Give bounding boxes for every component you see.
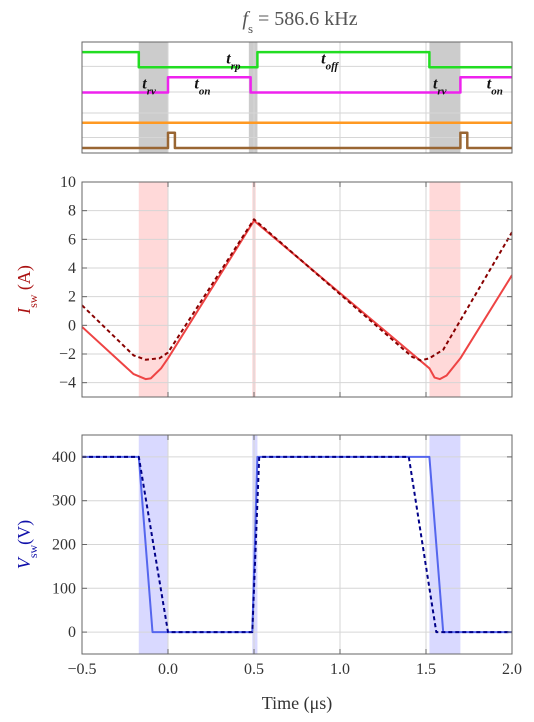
y-tick-label: 10 bbox=[60, 174, 76, 191]
annotation-sub: off bbox=[326, 60, 340, 72]
x-tick-label: −0.5 bbox=[67, 661, 96, 678]
annotation-label: trp bbox=[226, 50, 241, 72]
series-line-0 bbox=[82, 50, 512, 69]
annotation-sub: rp bbox=[231, 60, 241, 72]
annotation-label: ton bbox=[194, 76, 210, 98]
y-tick-label: 100 bbox=[52, 580, 76, 597]
y-tick-label: 8 bbox=[68, 203, 76, 220]
x-tick-label: 1.0 bbox=[330, 661, 350, 678]
shaded-interval-2 bbox=[429, 182, 461, 397]
plot-frame bbox=[81, 181, 513, 398]
shaded-interval-0 bbox=[138, 42, 168, 153]
annotation-base: t bbox=[321, 50, 326, 67]
annotation-base: t bbox=[194, 76, 199, 93]
annotation-base: t bbox=[226, 50, 231, 67]
y-tick-label: 6 bbox=[68, 231, 76, 248]
series-line-1 bbox=[82, 455, 512, 634]
y-tick-label: −4 bbox=[59, 375, 76, 392]
y-axis-label-unit: (V) bbox=[14, 520, 35, 545]
title-symbol: f bbox=[242, 8, 250, 30]
y-axis-label: Isw (A) bbox=[14, 265, 40, 315]
annotation-label: toff bbox=[321, 50, 339, 72]
y-tick-label: 400 bbox=[52, 449, 76, 466]
y-axis-label: Vsw(V) bbox=[14, 520, 40, 569]
shaded-interval-0 bbox=[138, 182, 168, 397]
x-axis-label: Time (μs) bbox=[262, 693, 333, 714]
annotation-sub: on bbox=[491, 86, 503, 98]
x-tick-label: 0.5 bbox=[244, 661, 264, 678]
annotation-base: t bbox=[433, 76, 438, 93]
y-tick-label: 2 bbox=[68, 289, 76, 306]
y-axis-label-sub: sw bbox=[26, 545, 40, 559]
annotation-sub: on bbox=[199, 86, 211, 98]
annotation-base: t bbox=[487, 76, 492, 93]
annotation-sub: rv bbox=[147, 86, 156, 98]
shaded-interval-1 bbox=[248, 42, 258, 153]
series-line-1 bbox=[82, 76, 512, 94]
plot-frame bbox=[81, 41, 513, 154]
annotation-label: trv bbox=[142, 76, 156, 98]
title-subscript: s bbox=[248, 21, 253, 36]
y-tick-label: 0 bbox=[68, 317, 76, 334]
title-rest: = 586.6 kHz bbox=[253, 8, 358, 30]
y-axis-label-symbol: V bbox=[14, 556, 34, 569]
panel-switch-current: −4 −2 0 2 4 6 8 10 Isw (A) bbox=[14, 174, 513, 398]
y-tick-label: 200 bbox=[52, 537, 76, 554]
chart-title: fs = 586.6 kHz bbox=[242, 8, 357, 36]
annotation-label: ton bbox=[487, 76, 503, 98]
series-line-3 bbox=[82, 131, 512, 150]
y-tick-label: 0 bbox=[68, 624, 76, 641]
panel-switch-voltage: 0 100 200 300 400 −0.5 0.0 0.5 1.0 1.5 2.0 Vsw(V) Ti… bbox=[14, 434, 522, 714]
x-tick-label: 0.0 bbox=[158, 661, 178, 678]
y-tick-label: 4 bbox=[68, 260, 76, 277]
x-tick-label: 1.5 bbox=[416, 661, 436, 678]
annotation-sub: rv bbox=[437, 86, 446, 98]
annotation-label: trv bbox=[433, 76, 447, 98]
y-axis-label-symbol: I bbox=[14, 307, 34, 315]
y-axis-label-unit: (A) bbox=[14, 265, 35, 295]
y-tick-label: −2 bbox=[59, 346, 76, 363]
y-tick-label: 300 bbox=[52, 493, 76, 510]
annotation-base: t bbox=[142, 76, 147, 93]
x-tick-label: 2.0 bbox=[502, 661, 522, 678]
series-line-1 bbox=[82, 218, 512, 362]
shaded-interval-2 bbox=[429, 42, 461, 153]
y-axis-label-sub: sw bbox=[26, 294, 40, 308]
